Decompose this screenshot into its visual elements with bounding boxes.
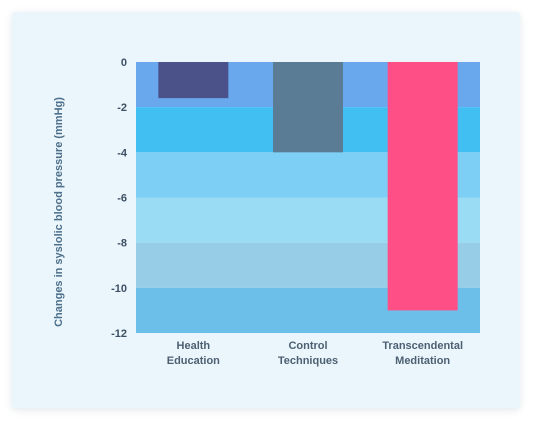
bar <box>273 62 343 153</box>
y-axis-ticks: 0 -2 -4 -6 -8 -10 -12 <box>111 57 128 340</box>
y-axis-label: Changes in syslolic blood pressure (mmHg… <box>53 97 65 327</box>
bar <box>387 62 458 311</box>
x-category-label: Health Education <box>167 340 220 367</box>
y-tick-label: 0 <box>121 57 127 69</box>
bars <box>158 62 458 311</box>
y-tick-label: -8 <box>117 238 127 250</box>
y-tick-label: -4 <box>117 147 128 159</box>
y-tick-label: -6 <box>117 193 127 205</box>
y-tick-label: -2 <box>117 102 127 114</box>
bar <box>158 62 229 99</box>
y-tick-label: -12 <box>111 328 127 340</box>
x-category-label: Control Techniques <box>278 340 338 367</box>
x-category-label: Transcendental Meditation <box>382 340 463 367</box>
x-axis-categories: Health Education Control Techniques Transcen… <box>167 340 463 367</box>
y-tick-label: -10 <box>111 283 127 295</box>
